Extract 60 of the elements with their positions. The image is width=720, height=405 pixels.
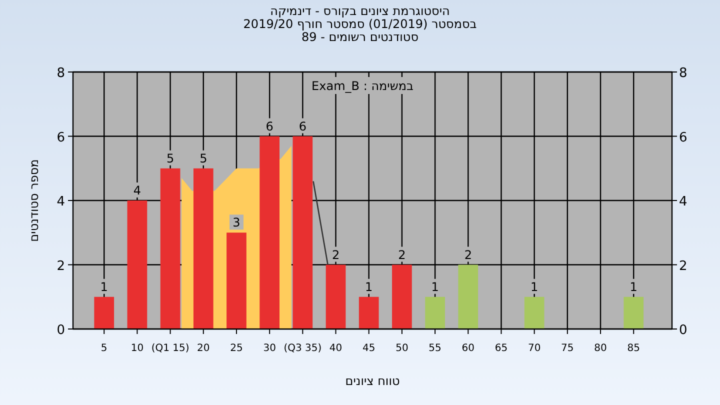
y-tick-label: 8 [56, 66, 65, 81]
y-tick-label: 4 [56, 194, 65, 210]
bar [260, 136, 280, 329]
bar [425, 296, 445, 329]
y2-tick-label: 0 [679, 323, 688, 338]
bar [392, 264, 412, 329]
data-label: 5 [166, 151, 174, 166]
y-tick-label: 0 [56, 323, 65, 338]
x-tick-label: 60 [462, 343, 475, 354]
bar [524, 296, 544, 329]
bar [624, 296, 644, 329]
x-axis-title: טווח ציונים [345, 374, 400, 388]
bar [226, 232, 246, 329]
x-tick-label: 50 [396, 343, 408, 354]
chart-subtitle: בסמסטר (01/2019) סמסטר חורף 2019/20 סטודנטים רשומים - 89 [243, 17, 477, 44]
x-tick-label: 85 [627, 343, 640, 354]
x-tick-label: 40 [329, 343, 342, 354]
data-label: 3 [232, 216, 240, 230]
bar [160, 168, 180, 329]
bar [358, 296, 379, 329]
x-tick-label: 70 [528, 343, 541, 354]
data-label: 1 [100, 280, 108, 294]
x-tick-label: 45 [362, 343, 376, 354]
y2-tick-label: 6 [679, 130, 688, 146]
data-label: 5 [200, 151, 208, 166]
x-tick-label: 65 [494, 343, 508, 354]
data-label: 1 [530, 280, 538, 294]
y-tick-label: 6 [56, 130, 65, 146]
x-tick-label: 75 [561, 343, 574, 354]
y2-tick-label: 2 [679, 258, 688, 274]
bar [94, 296, 114, 329]
y2-tick-label: 4 [679, 194, 688, 210]
data-label: 2 [332, 248, 340, 262]
x-tick-label: 5 [100, 343, 108, 354]
chart-title: היסטוגרמת ציונים בקורס - דינמיקה [270, 4, 450, 18]
x-tick-label: 25 [230, 343, 243, 354]
x-tick-label: (Q1 15) [151, 343, 190, 354]
bar [458, 264, 478, 329]
x-tick-label: (Q3 35) [284, 343, 322, 354]
data-label: 1 [630, 280, 638, 294]
bar [127, 200, 148, 329]
y-tick-label: 2 [56, 258, 65, 274]
data-label: 2 [398, 248, 406, 262]
data-label: 1 [431, 280, 439, 294]
bar [193, 168, 214, 329]
x-tick-label: 55 [428, 343, 442, 354]
data-label: 6 [266, 119, 274, 134]
data-label: 2 [464, 248, 472, 262]
data-label: 6 [298, 119, 306, 134]
bar [326, 264, 346, 329]
data-label: 4 [133, 184, 142, 198]
x-tick-label: 10 [130, 343, 144, 354]
x-tick-label: 20 [197, 343, 210, 354]
data-label: 1 [365, 280, 373, 294]
annotation: במשימה : Exam_B [312, 79, 414, 93]
y-axis-title: מספר סטודנטים [27, 159, 41, 242]
x-tick-label: 80 [594, 343, 607, 354]
x-tick-label: 30 [263, 343, 276, 354]
bar [292, 136, 313, 329]
y2-tick-label: 8 [679, 66, 688, 81]
